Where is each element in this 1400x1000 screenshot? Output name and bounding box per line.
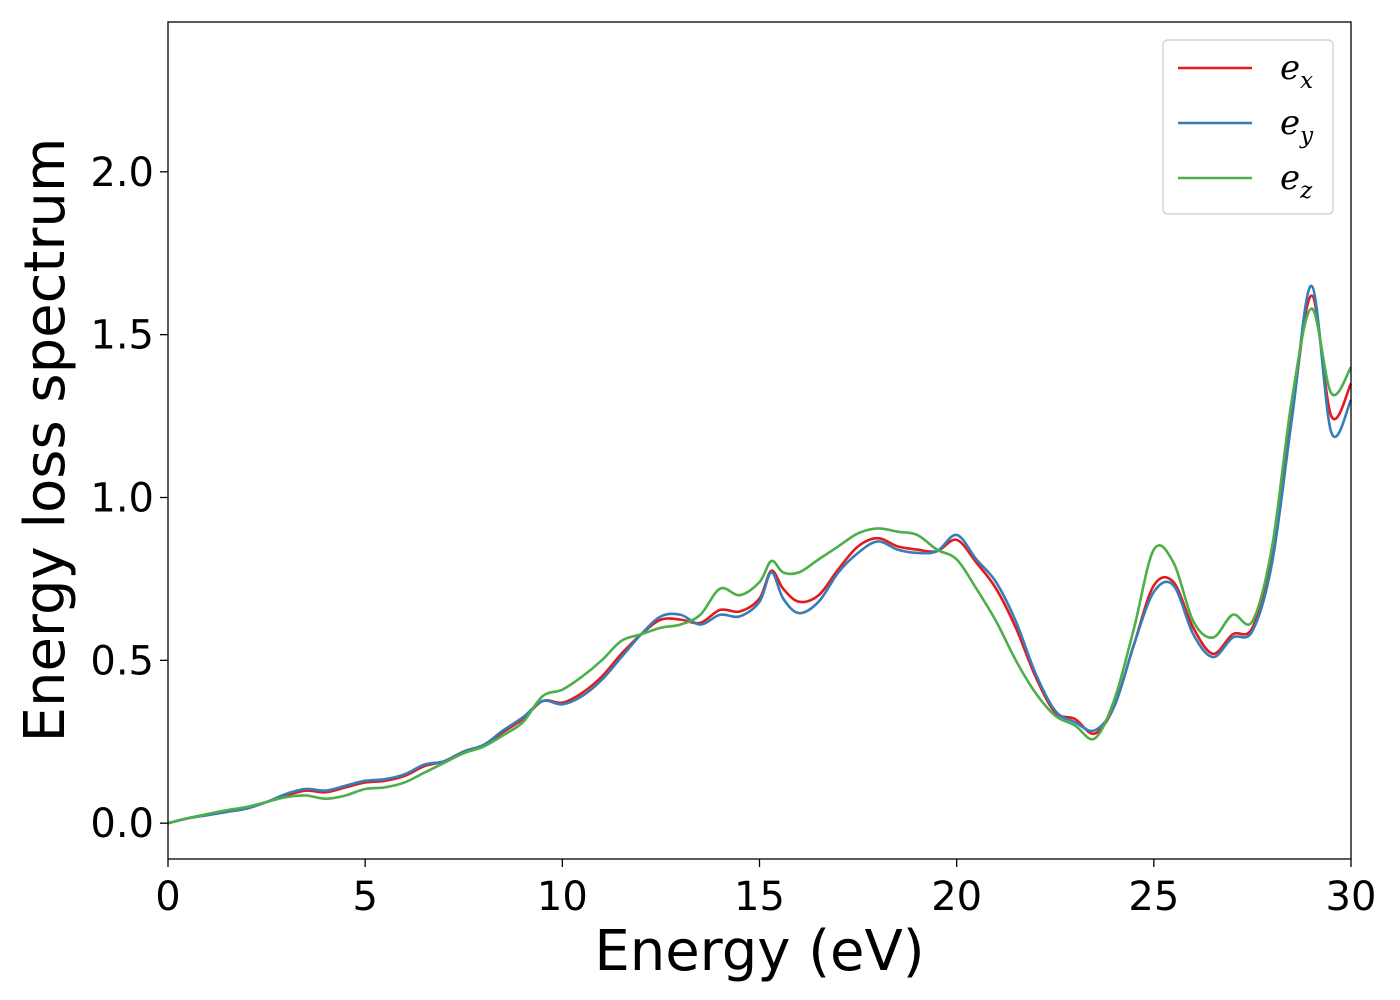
y-tick-label: 1.0 (90, 475, 154, 521)
x-tick-label: 25 (1128, 874, 1179, 920)
series-line-z (167, 307, 1353, 825)
x-tick-label: 20 (931, 874, 982, 920)
x-tick-label: 10 (537, 874, 588, 920)
legend-label-z: ez (1280, 158, 1313, 204)
legend-label-x: ex (1280, 48, 1313, 94)
x-axis-ticks: 0 5 10 15 20 25 30 (155, 859, 1376, 920)
legend-label-y: ey (1280, 103, 1314, 149)
y-tick-label: 0.0 (90, 801, 154, 847)
x-tick-label: 0 (155, 874, 180, 920)
series-line-x (167, 294, 1353, 825)
x-tick-label: 15 (734, 874, 785, 920)
x-tick-label: 30 (1326, 874, 1377, 920)
legend: ex ey ez (1162, 39, 1334, 215)
y-tick-label: 2.0 (90, 150, 154, 196)
x-axis-label: Energy (eV) (594, 919, 924, 984)
y-tick-label: 1.5 (90, 313, 154, 359)
y-tick-label: 0.5 (90, 638, 154, 684)
x-tick-label: 5 (352, 874, 377, 920)
series-line-y (167, 284, 1353, 825)
y-axis-ticks: 0.0 0.5 1.0 1.5 2.0 (90, 150, 168, 847)
legend-box (1162, 39, 1334, 215)
y-axis-label: Energy loss spectrum (13, 138, 78, 743)
series-lines (167, 284, 1353, 825)
